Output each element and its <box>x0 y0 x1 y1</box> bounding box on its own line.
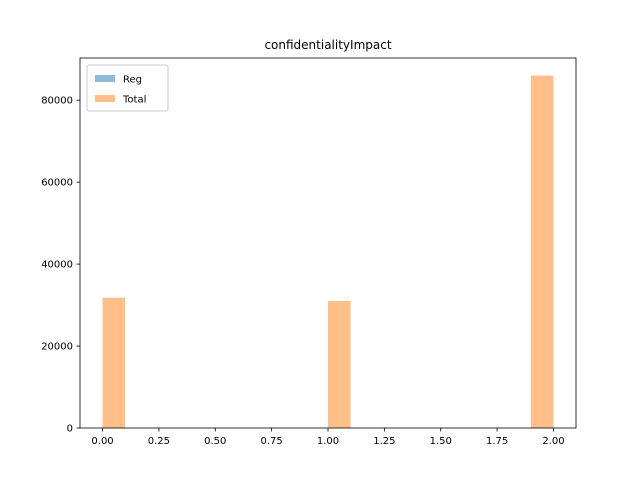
legend: Reg Total <box>86 64 169 112</box>
y-tick-label: 60000 <box>41 178 73 189</box>
x-tick-label: 1.00 <box>317 436 339 447</box>
axes: 0.00 0.25 0.50 0.75 1.00 1.25 1.50 1.75 2.00 0 200… <box>41 57 577 447</box>
x-tick-label: 0.50 <box>204 436 226 447</box>
histogram-bar <box>328 300 351 428</box>
x-tick-label: 0.75 <box>261 436 283 447</box>
y-tick-label: 40000 <box>41 260 73 271</box>
legend-label: Total <box>122 95 146 106</box>
legend-swatch <box>95 95 115 102</box>
x-tick-label: 0.25 <box>148 436 170 447</box>
y-tick-label: 20000 <box>41 342 73 353</box>
legend-swatch <box>95 75 115 82</box>
y-tick-label: 0 <box>67 424 73 435</box>
x-tick-label: 1.50 <box>430 436 452 447</box>
histogram-bar <box>530 75 554 428</box>
legend-label: Reg <box>123 75 142 86</box>
histogram-bar <box>102 297 126 428</box>
x-tick-label: 1.25 <box>373 436 395 447</box>
plot-area <box>102 75 554 428</box>
x-tick-label: 2.00 <box>542 436 564 447</box>
chart-title: confidentialityImpact <box>264 38 391 52</box>
x-tick-label: 1.75 <box>486 436 508 447</box>
y-tick-label: 80000 <box>41 96 73 107</box>
x-tick-label: 0.00 <box>91 436 113 447</box>
